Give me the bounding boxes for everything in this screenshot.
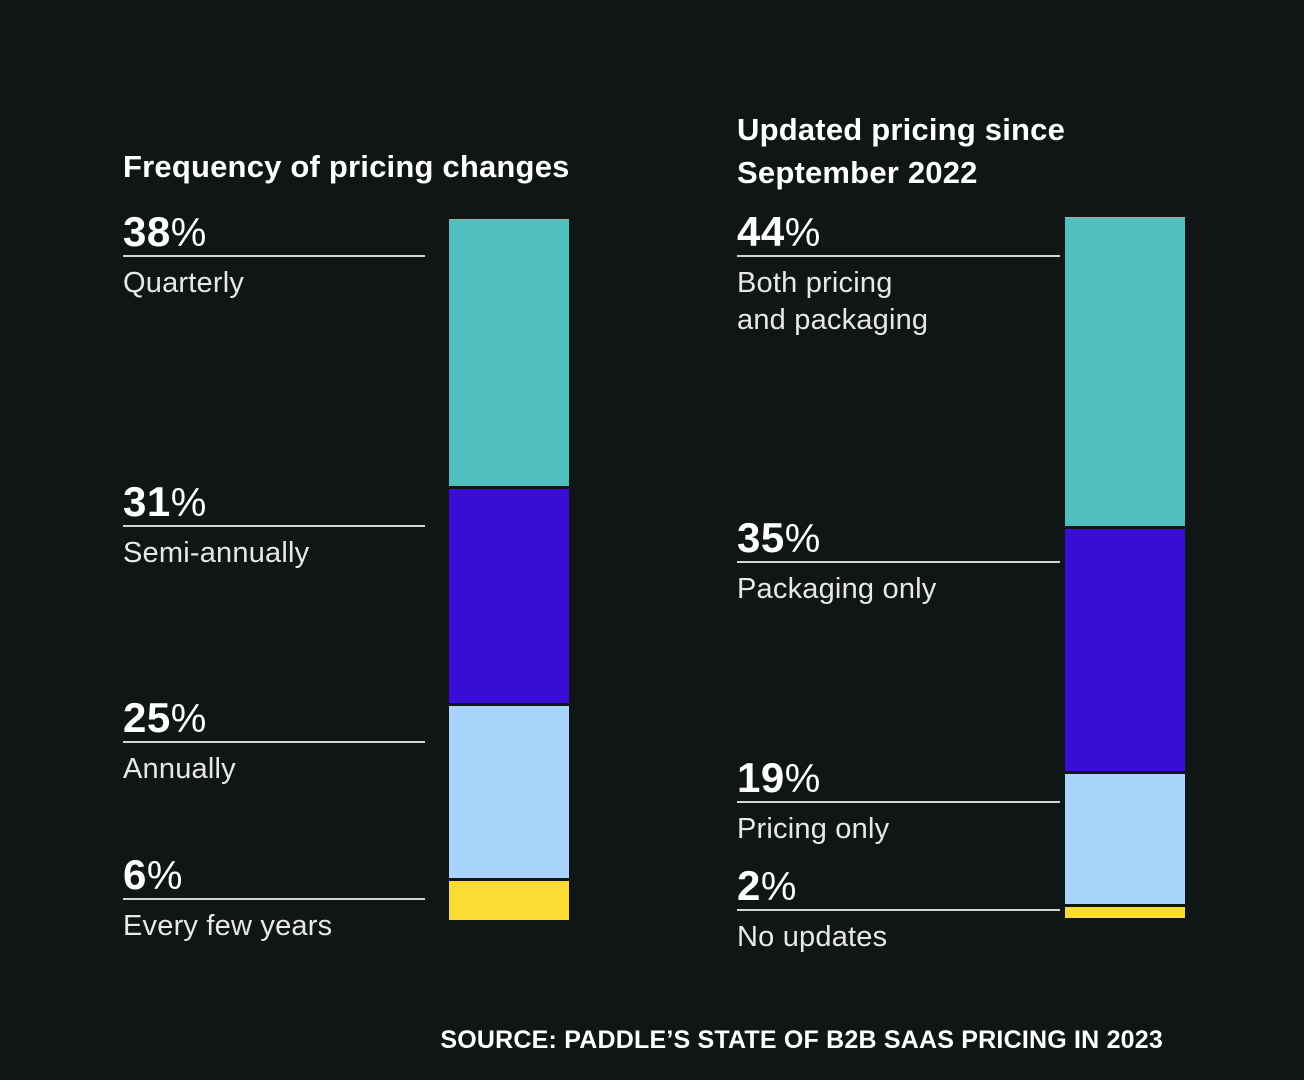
segment-value-label: 38% bbox=[123, 208, 207, 256]
chart-title-updated-pricing: Updated pricing since September 2022 bbox=[737, 112, 1066, 190]
bar-segment-semi-annually bbox=[449, 486, 569, 703]
percent-sign: % bbox=[146, 854, 183, 898]
label-rule bbox=[123, 525, 425, 527]
segment-category-label: Pricing only bbox=[737, 813, 890, 845]
percent-sign: % bbox=[760, 865, 797, 909]
label-rule bbox=[123, 741, 425, 743]
bar-segment-packaging-only bbox=[1065, 526, 1185, 771]
bar-segment-annually bbox=[449, 703, 569, 878]
label-rule bbox=[123, 898, 425, 900]
stacked-bar-frequency bbox=[449, 219, 569, 920]
segment-value-label: 44% bbox=[737, 208, 821, 256]
segment-label-quarterly: 38% Quarterly bbox=[123, 210, 425, 302]
segment-category-label: No updates bbox=[737, 921, 888, 953]
segment-label-packaging-only: 35% Packaging only bbox=[737, 516, 1060, 608]
label-rule bbox=[737, 561, 1060, 563]
bar-segment-pricing-only bbox=[1065, 771, 1185, 904]
source-note: SOURCE: PADDLE’S STATE OF B2B SAAS PRICI… bbox=[440, 1026, 1163, 1054]
label-rule bbox=[737, 801, 1060, 803]
label-rule bbox=[737, 909, 1060, 911]
segment-label-no-updates: 2% No updates bbox=[737, 864, 1060, 956]
segment-value-label: 2% bbox=[737, 862, 797, 910]
segment-category-label: Both pricing and packaging bbox=[737, 267, 929, 336]
percent-sign: % bbox=[784, 517, 821, 561]
stacked-bar-updated-pricing bbox=[1065, 217, 1185, 918]
chart-title-frequency: Frequency of pricing changes bbox=[123, 149, 570, 184]
segment-category-label: Packaging only bbox=[737, 573, 937, 605]
percent-sign: % bbox=[170, 211, 207, 255]
percent-sign: % bbox=[784, 211, 821, 255]
segment-value-label: 25% bbox=[123, 694, 207, 742]
segment-label-pricing-only: 19% Pricing only bbox=[737, 756, 1060, 848]
bar-segment-no-updates bbox=[1065, 904, 1185, 918]
segment-value-label: 6% bbox=[123, 851, 183, 899]
bar-segment-quarterly bbox=[449, 220, 569, 486]
label-rule bbox=[123, 255, 425, 257]
percent-sign: % bbox=[170, 481, 207, 525]
segment-category-label: Every few years bbox=[123, 910, 333, 942]
segment-value-label: 19% bbox=[737, 754, 821, 802]
label-rule bbox=[737, 255, 1060, 257]
segment-label-annually: 25% Annually bbox=[123, 696, 425, 788]
segment-value-label: 35% bbox=[737, 514, 821, 562]
segment-category-label: Semi-annually bbox=[123, 537, 310, 569]
percent-sign: % bbox=[170, 697, 207, 741]
segment-label-both-pricing-and-packaging: 44% Both pricing and packaging bbox=[737, 210, 1060, 339]
bar-segment-both-pricing-and-packaging bbox=[1065, 218, 1185, 526]
segment-label-every-few-years: 6% Every few years bbox=[123, 853, 425, 945]
segment-label-semi-annually: 31% Semi-annually bbox=[123, 480, 425, 572]
percent-sign: % bbox=[784, 757, 821, 801]
segment-category-label: Annually bbox=[123, 753, 236, 785]
bar-segment-every-few-years bbox=[449, 878, 569, 920]
segment-value-label: 31% bbox=[123, 478, 207, 526]
segment-category-label: Quarterly bbox=[123, 267, 245, 299]
